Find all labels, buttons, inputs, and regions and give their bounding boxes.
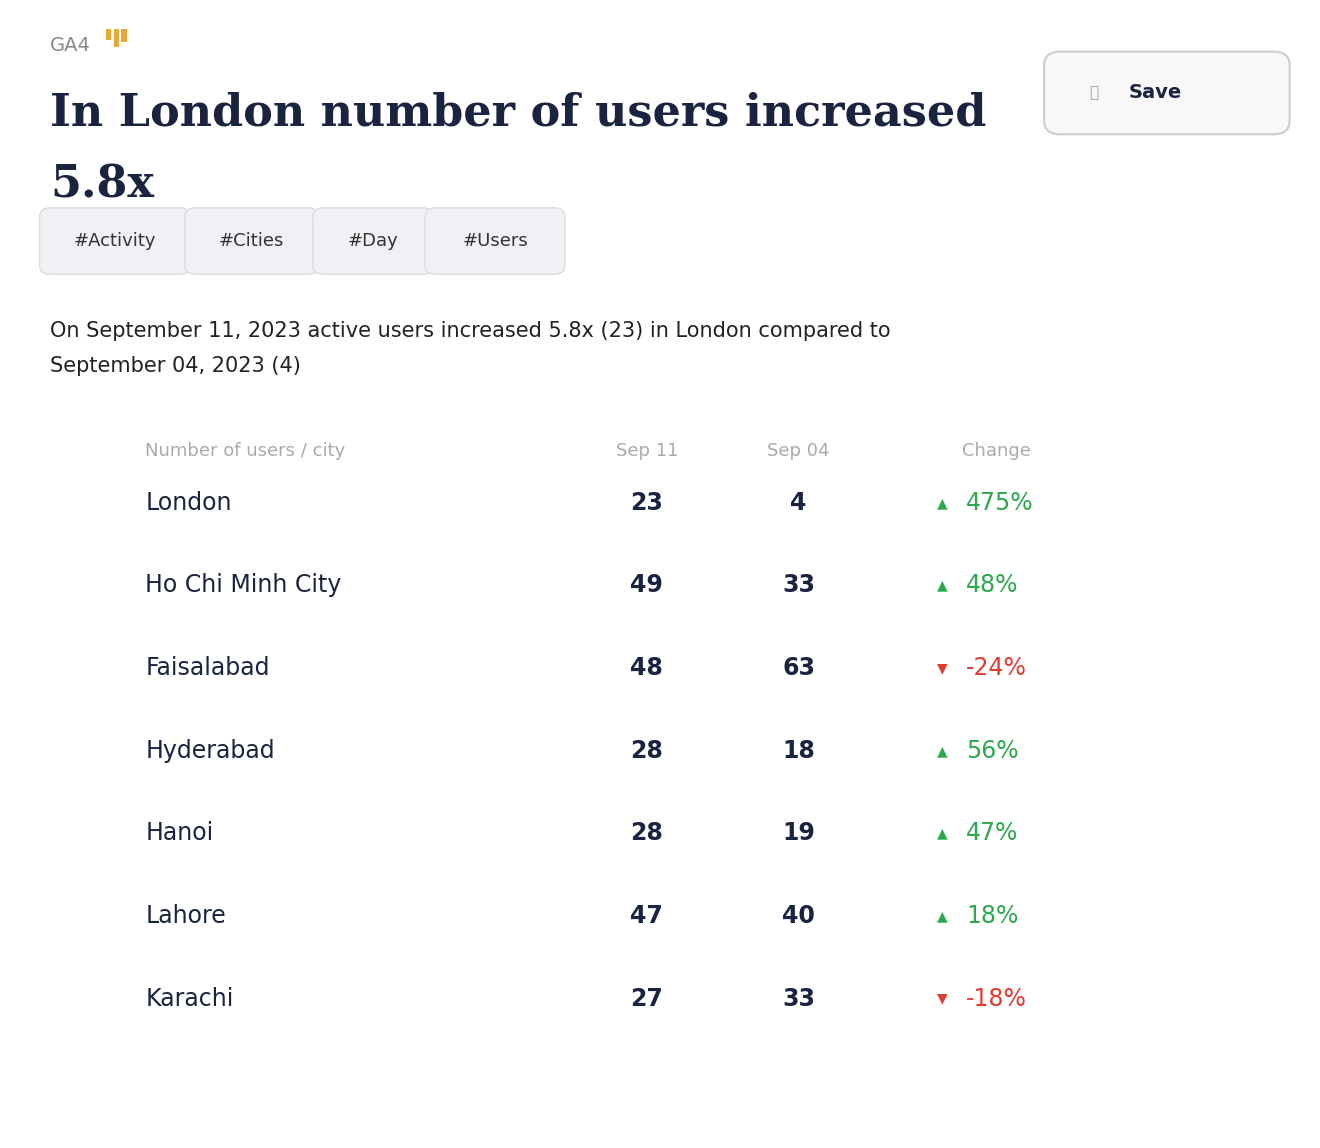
Text: 63: 63 — [781, 657, 816, 680]
Text: Sep 04: Sep 04 — [767, 442, 830, 460]
Text: 33: 33 — [781, 987, 816, 1010]
Text: 23: 23 — [631, 491, 663, 514]
Text: 19: 19 — [783, 822, 814, 845]
Text: Lahore: Lahore — [145, 905, 226, 928]
Text: -18%: -18% — [966, 987, 1027, 1010]
Text: ▲: ▲ — [937, 827, 948, 840]
Text: ▼: ▼ — [937, 661, 948, 675]
Text: Karachi: Karachi — [145, 987, 234, 1010]
Text: 48%: 48% — [966, 574, 1019, 597]
Text: #Users: #Users — [462, 232, 528, 250]
Text: 28: 28 — [631, 822, 663, 845]
Text: -24%: -24% — [966, 657, 1027, 680]
Text: 18: 18 — [783, 739, 814, 762]
Text: #Day: #Day — [347, 232, 399, 250]
Text: 49: 49 — [631, 574, 663, 597]
Text: ▲: ▲ — [937, 744, 948, 758]
Text: ▲: ▲ — [937, 579, 948, 592]
Text: 18%: 18% — [966, 905, 1019, 928]
Text: September 04, 2023 (4): September 04, 2023 (4) — [50, 356, 301, 375]
Text: 27: 27 — [631, 987, 663, 1010]
Text: London: London — [145, 491, 232, 514]
Text: #Cities: #Cities — [219, 232, 284, 250]
Text: Change: Change — [962, 442, 1031, 460]
Text: Save: Save — [1129, 84, 1181, 102]
Text: Hanoi: Hanoi — [145, 822, 214, 845]
Text: 40: 40 — [783, 905, 814, 928]
Text: Hyderabad: Hyderabad — [145, 739, 275, 762]
Text: 🔖: 🔖 — [1089, 85, 1098, 101]
Text: 47%: 47% — [966, 822, 1019, 845]
Text: 33: 33 — [781, 574, 816, 597]
Text: ▲: ▲ — [937, 496, 948, 510]
Text: GA4: GA4 — [50, 36, 91, 55]
Text: ▲: ▲ — [937, 909, 948, 923]
Text: ▼: ▼ — [937, 992, 948, 1006]
Text: 4: 4 — [791, 491, 807, 514]
Text: Faisalabad: Faisalabad — [145, 657, 269, 680]
Text: Number of users / city: Number of users / city — [145, 442, 346, 460]
Text: In London number of users increased: In London number of users increased — [50, 92, 986, 134]
Text: 47: 47 — [631, 905, 663, 928]
Text: #Activity: #Activity — [74, 232, 156, 250]
Text: Ho Chi Minh City: Ho Chi Minh City — [145, 574, 342, 597]
Text: On September 11, 2023 active users increased 5.8x (23) in London compared to: On September 11, 2023 active users incre… — [50, 321, 891, 341]
Text: 56%: 56% — [966, 739, 1019, 762]
Text: 28: 28 — [631, 739, 663, 762]
Text: Sep 11: Sep 11 — [615, 442, 678, 460]
Text: 5.8x: 5.8x — [50, 163, 154, 205]
Text: 475%: 475% — [966, 491, 1034, 514]
Text: 48: 48 — [631, 657, 663, 680]
